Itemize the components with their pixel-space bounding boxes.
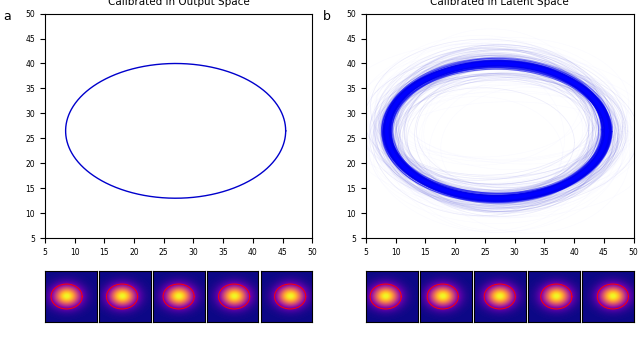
Title: Calibrated in Latent Space: Calibrated in Latent Space [431, 0, 569, 7]
Title: Calibrated in Output Space: Calibrated in Output Space [108, 0, 250, 7]
Text: b: b [323, 10, 331, 23]
Text: a: a [3, 10, 11, 23]
